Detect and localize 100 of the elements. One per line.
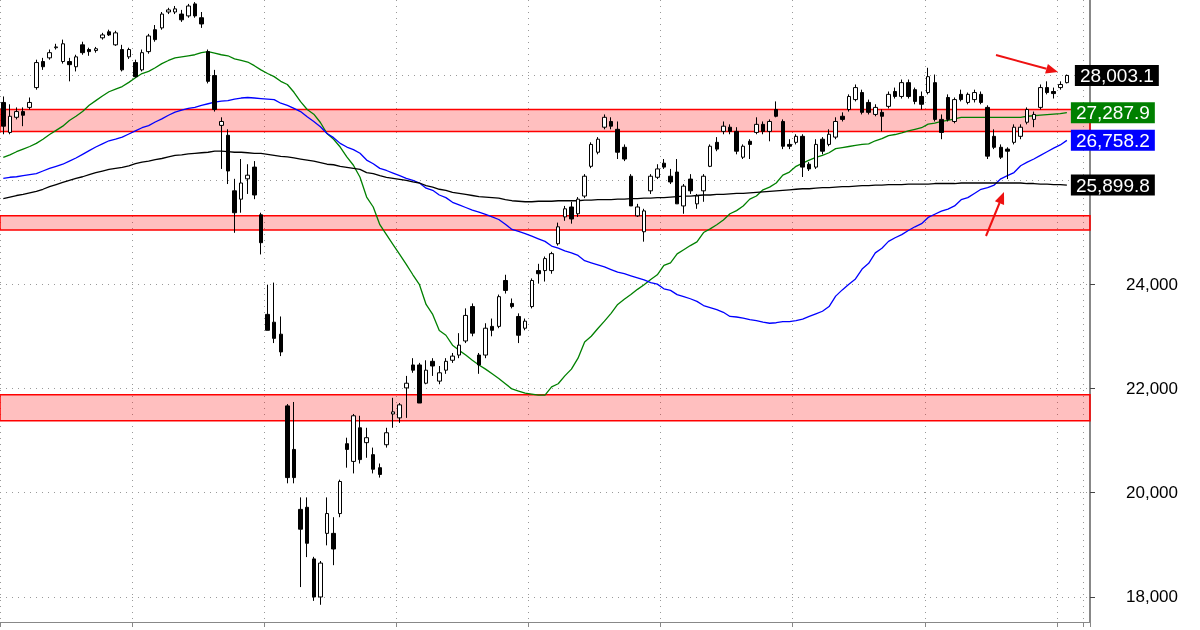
candlestick xyxy=(1032,111,1036,128)
candlestick xyxy=(1018,123,1023,140)
candlestick xyxy=(186,3,191,19)
candlestick xyxy=(827,128,831,147)
candlestick xyxy=(179,9,184,23)
candlestick xyxy=(100,32,105,41)
candlestick xyxy=(781,118,785,150)
candlestick xyxy=(919,91,924,110)
candlestick xyxy=(430,357,435,377)
candlestick xyxy=(741,143,745,160)
candlestick xyxy=(87,47,91,57)
candlestick xyxy=(107,29,111,37)
candlestick xyxy=(1058,80,1063,91)
candlestick xyxy=(67,57,72,82)
candlestick xyxy=(582,173,587,199)
candlestick xyxy=(1051,87,1056,100)
candlestick xyxy=(992,128,996,150)
candlestick xyxy=(364,427,369,459)
candlestick xyxy=(160,11,164,31)
candlestick xyxy=(589,141,593,169)
candlestick xyxy=(774,100,778,118)
candlestick xyxy=(404,375,409,419)
candlestick xyxy=(794,133,798,145)
data-label: 26,758.2 xyxy=(1075,129,1150,151)
candlestick xyxy=(450,352,455,364)
candlestick xyxy=(549,251,554,275)
candlestick xyxy=(199,11,204,29)
candlestick xyxy=(483,322,488,359)
candlestick xyxy=(708,143,712,168)
candlestick xyxy=(444,357,448,375)
candlestick xyxy=(397,402,402,424)
candlestick xyxy=(127,47,131,60)
candlestick xyxy=(668,168,673,185)
candlestick xyxy=(298,496,303,588)
candlestick xyxy=(1012,123,1016,145)
candlestick xyxy=(34,59,39,91)
candlestick xyxy=(662,158,666,170)
candlestick xyxy=(27,97,32,110)
candlestick xyxy=(860,89,864,115)
candlestick xyxy=(833,116,838,140)
candlestick xyxy=(966,92,970,105)
candlestick xyxy=(411,357,415,374)
candlestick xyxy=(1045,80,1049,95)
candlestick xyxy=(463,307,468,344)
candlestick xyxy=(166,7,171,15)
y-tick-label: 24,000 xyxy=(1126,274,1178,294)
candlestick xyxy=(952,97,957,124)
candlestick xyxy=(173,5,177,15)
candlestick xyxy=(999,143,1003,160)
candlestick xyxy=(688,173,693,195)
candlestick xyxy=(14,106,19,120)
candlestick xyxy=(510,297,514,309)
candlestick xyxy=(516,312,521,344)
candlestick xyxy=(635,203,640,218)
candlestick xyxy=(893,87,897,100)
candlestick xyxy=(886,91,891,109)
candlestick xyxy=(259,212,263,255)
candlestick xyxy=(734,126,739,155)
candlestick xyxy=(715,136,719,152)
y-tick-label: 22,000 xyxy=(1126,378,1178,398)
candlestick xyxy=(926,67,930,95)
candlestick xyxy=(503,274,508,295)
candlestick xyxy=(933,74,937,122)
candlestick xyxy=(305,496,309,558)
candlestick xyxy=(292,401,296,484)
candlestick xyxy=(748,138,752,160)
candlestick xyxy=(972,89,977,103)
candlestick xyxy=(232,178,237,234)
candlestick xyxy=(648,173,653,195)
data-label: 25,899.8 xyxy=(1075,174,1150,196)
candlestick xyxy=(913,87,917,105)
candlestick xyxy=(853,83,858,102)
candlestick xyxy=(906,79,911,100)
candlestick xyxy=(880,108,884,132)
candlestick xyxy=(239,158,243,214)
candlestick xyxy=(470,302,475,337)
candlestick xyxy=(800,133,805,178)
candlestick xyxy=(939,113,944,140)
candlestick xyxy=(609,116,613,130)
candlestick xyxy=(94,46,98,54)
candlestick xyxy=(265,284,270,331)
candlestick xyxy=(820,136,825,155)
candlestick xyxy=(358,415,362,464)
candlestick xyxy=(563,205,567,222)
candlestick xyxy=(272,282,276,344)
candlestick xyxy=(206,49,210,84)
candlestick xyxy=(477,352,481,375)
candlestick xyxy=(622,143,627,162)
candlestick xyxy=(530,277,534,309)
candlestick xyxy=(899,79,904,100)
candlestick xyxy=(351,413,356,474)
candlestick xyxy=(384,427,389,449)
candlestick xyxy=(979,91,983,105)
candlestick xyxy=(523,318,527,331)
candlestick xyxy=(497,294,501,329)
candlestick xyxy=(54,43,58,51)
candlestick xyxy=(642,208,646,243)
candlestick xyxy=(847,93,851,113)
candlestick xyxy=(61,39,65,65)
candlestick xyxy=(602,113,607,130)
